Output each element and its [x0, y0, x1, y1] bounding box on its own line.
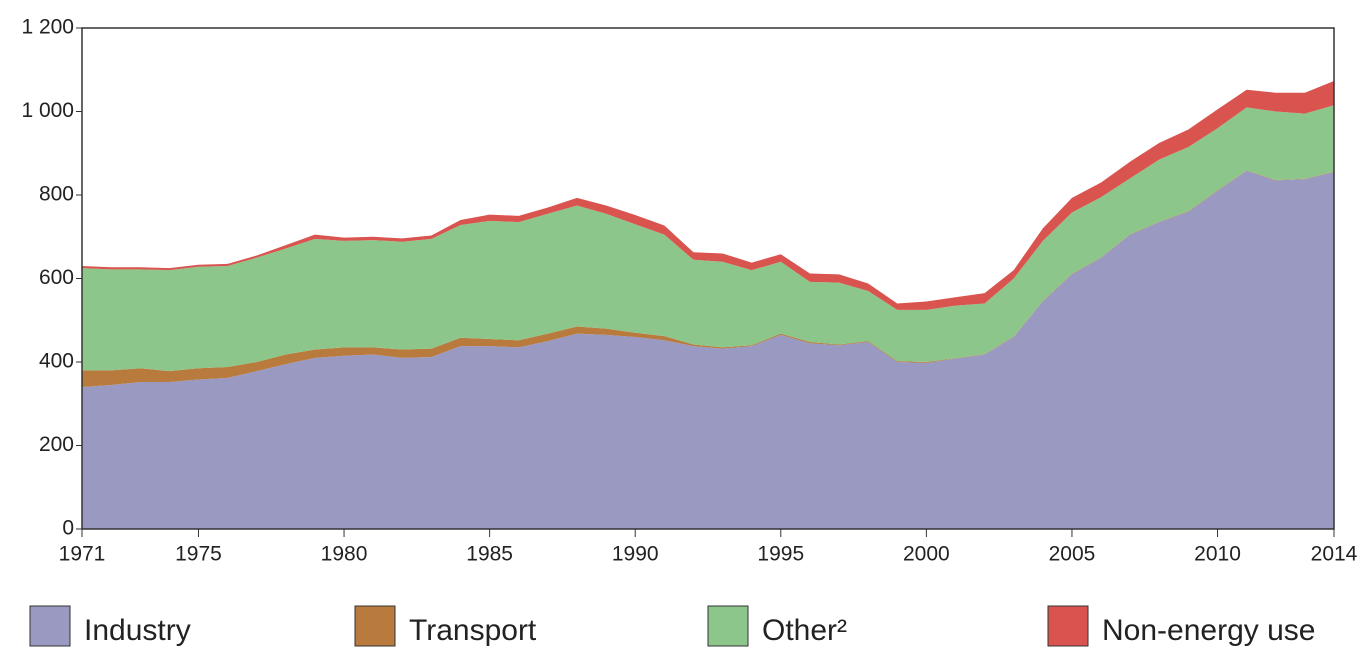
x-tick-label: 2010: [1194, 543, 1241, 566]
x-tick-label: 1971: [59, 543, 106, 566]
x-tick-label: 1985: [466, 543, 513, 566]
legend-swatch: [1047, 605, 1089, 647]
y-tick-label: 200: [39, 433, 74, 456]
x-tick-label: 1975: [175, 543, 222, 566]
x-tick-label: 1980: [321, 543, 368, 566]
y-tick-label: 400: [39, 350, 74, 373]
legend-swatch: [29, 605, 71, 647]
area: [82, 170, 1334, 529]
x-tick-label: 1995: [757, 543, 804, 566]
x-tick-label: 2014: [1311, 543, 1358, 566]
y-tick-label: 1 000: [21, 99, 74, 122]
legend-label: Other²: [762, 614, 847, 647]
area: [82, 105, 1334, 372]
legend-label: Industry: [84, 614, 191, 647]
y-tick-label: 1 200: [21, 16, 74, 39]
x-tick-label: 1990: [612, 543, 659, 566]
legend-label: Transport: [409, 614, 537, 647]
legend-label: Non-energy use: [1102, 614, 1315, 647]
legend-swatch: [354, 605, 396, 647]
x-tick-label: 2005: [1049, 543, 1096, 566]
area: [82, 81, 1334, 310]
legend-swatch: [707, 605, 749, 647]
y-tick-label: 800: [39, 183, 74, 206]
y-tick-label: 0: [62, 517, 74, 540]
y-tick-label: 600: [39, 266, 74, 289]
x-tick-label: 2000: [903, 543, 950, 566]
